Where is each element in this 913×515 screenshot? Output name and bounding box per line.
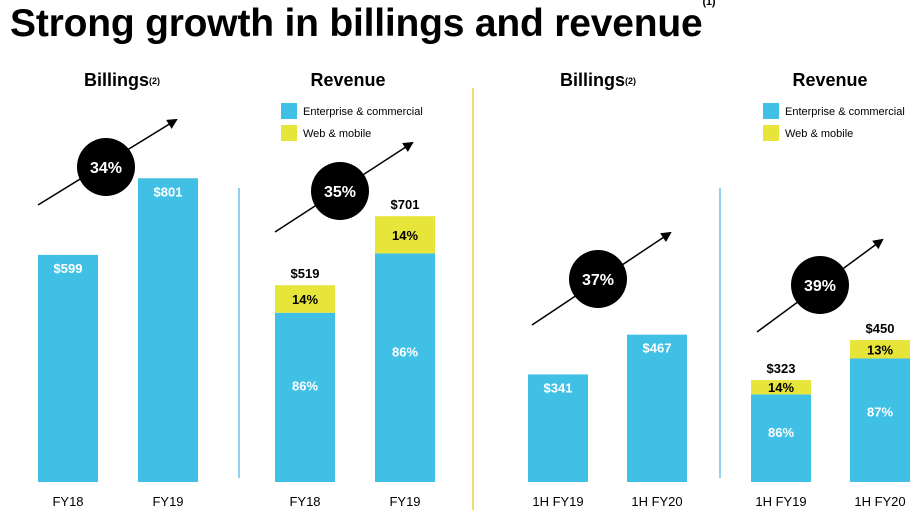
chart-0-title: Billings(2) (84, 70, 160, 90)
chart-0-bar-1-value: $801 (154, 184, 183, 199)
slide-title: Strong growth in billings and revenue(1) (10, 0, 716, 46)
chart-0-bar-1 (138, 178, 198, 482)
chart-1-title-text: Revenue (310, 70, 385, 90)
legend-1-enterprise-swatch (281, 103, 297, 119)
chart-2-category-1: 1H FY20 (631, 494, 682, 509)
title-footnote: (1) (702, 0, 716, 8)
chart-1-title: Revenue (310, 70, 385, 90)
chart-3-bar-0-web (751, 380, 811, 395)
chart-2-bar-1 (627, 334, 687, 482)
chart-3-category-1: 1H FY20 (854, 494, 905, 509)
chart-1-category-1: FY19 (389, 494, 420, 509)
chart-0-growth-circle (77, 138, 135, 196)
chart-1-bar-0-total: $519 (291, 266, 320, 281)
chart-3-bar-0-enterprise-label: 86% (768, 425, 794, 440)
chart-3-bar-1-web (850, 340, 910, 359)
chart-3-bar-1-enterprise-label: 87% (867, 405, 893, 420)
chart-3-title-text: Revenue (792, 70, 867, 90)
chart-3-growth-circle (791, 256, 849, 314)
chart-2-growth-circle (569, 250, 627, 308)
chart-0-bar-0-value: $599 (54, 261, 83, 276)
legend-3-enterprise-swatch (763, 103, 779, 119)
legend-3-enterprise-label: Enterprise & commercial (785, 106, 905, 118)
chart-3-growth-label: 39% (804, 278, 836, 295)
chart-3-bar-1-enterprise (850, 358, 910, 482)
chart-1-category-0: FY18 (289, 494, 320, 509)
chart-3-bar-0-total: $323 (767, 361, 796, 376)
chart-1-growth-label: 35% (324, 184, 356, 201)
chart-1-bar-0-enterprise-label: 86% (292, 379, 318, 394)
chart-3-bar-1-web-label: 13% (867, 342, 893, 357)
chart-0-growth-label: 34% (90, 160, 122, 177)
legend-1-web-label: Web & mobile (303, 128, 371, 140)
chart-1-bar-1-enterprise (375, 253, 435, 482)
chart-3-bar-0-web-label: 14% (768, 380, 794, 395)
chart-2-bar-1-value: $467 (643, 341, 672, 356)
legend-1-enterprise-label: Enterprise & commercial (303, 106, 423, 118)
chart-0-bar-0 (38, 254, 98, 482)
chart-2-growth-label: 37% (582, 272, 614, 289)
legend-1-web-swatch (281, 125, 297, 141)
chart-2-bar-0 (528, 374, 588, 482)
chart-1-bar-1-enterprise-label: 86% (392, 345, 418, 360)
chart-1-bar-0-web-label: 14% (292, 292, 318, 307)
chart-1-growth-circle (311, 162, 369, 220)
chart-0-category-0: FY18 (52, 494, 83, 509)
chart-1-bar-0-enterprise (275, 312, 335, 482)
chart-2-title-footnote: (2) (625, 76, 636, 86)
slide-title-text: Strong growth in billings and revenue (10, 2, 703, 45)
chart-2-title: Billings(2) (560, 70, 636, 90)
legend-3-web-swatch (763, 125, 779, 141)
chart-1-bar-0-web (275, 285, 335, 313)
chart-2-category-0: 1H FY19 (532, 494, 583, 509)
legend-3-web-label: Web & mobile (785, 128, 853, 140)
chart-0-title-footnote: (2) (149, 76, 160, 86)
chart-3-bar-1-total: $450 (866, 321, 895, 336)
chart-0-category-1: FY19 (152, 494, 183, 509)
chart-3-title: Revenue (792, 70, 867, 90)
chart-3-bar-0-enterprise (751, 394, 811, 482)
chart-1-bar-1-total: $701 (391, 197, 420, 212)
chart-1-bar-1-web-label: 14% (392, 228, 418, 243)
chart-1-bar-1-web (375, 216, 435, 254)
chart-3-category-0: 1H FY19 (755, 494, 806, 509)
chart-0-title-text: Billings (84, 70, 149, 90)
chart-2-bar-0-value: $341 (544, 380, 573, 395)
chart-2-title-text: Billings (560, 70, 625, 90)
